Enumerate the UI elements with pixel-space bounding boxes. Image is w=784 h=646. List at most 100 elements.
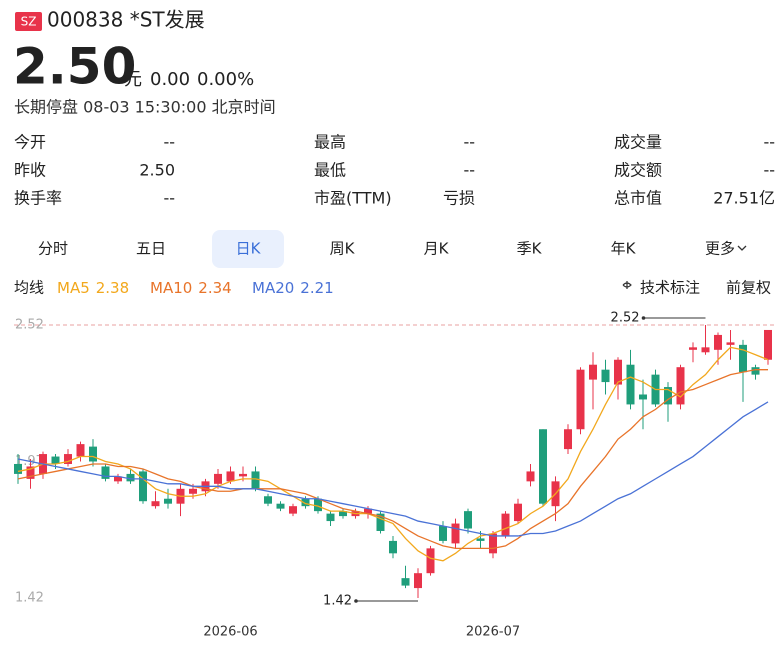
market: SZ	[21, 15, 37, 29]
candle-body	[689, 347, 697, 350]
stat-value: --	[763, 133, 775, 152]
stat-label: 总市值	[614, 189, 662, 208]
tab[interactable]: 年K	[611, 240, 637, 258]
stat-value: --	[163, 133, 175, 152]
candle-body	[676, 367, 685, 405]
legend-name: MA20	[252, 279, 294, 297]
candle-body	[401, 578, 410, 586]
stat-label: 成交额	[614, 161, 662, 180]
candle-body	[439, 526, 447, 541]
tabs: 分时 五日 日K 周K 月K 季K 年K 更多	[38, 230, 747, 268]
stat-value: --	[763, 161, 775, 180]
candle-body	[451, 523, 460, 544]
stat-value: --	[463, 133, 475, 152]
candle-body	[739, 344, 747, 373]
tab[interactable]: 日K	[236, 240, 262, 258]
candle-body	[301, 498, 310, 507]
tool[interactable]: 技术标注	[640, 279, 700, 297]
legend-item: MA20 2.21	[252, 279, 334, 297]
x-tick-label: 2026-06	[203, 625, 257, 640]
candle-body	[251, 471, 260, 489]
candle-body	[114, 476, 122, 482]
candle-body	[226, 471, 235, 482]
candle-body	[764, 329, 772, 360]
tag-icon	[622, 281, 632, 289]
active-tab-bg	[212, 230, 284, 268]
candle-body	[214, 473, 222, 484]
annotation: 1.42	[323, 594, 352, 609]
stat-value: --	[163, 189, 175, 208]
stat-label: 最低	[314, 161, 346, 180]
price-unit: 元	[124, 69, 142, 90]
legend-value: 2.34	[198, 279, 231, 297]
y-tick-label: 2.52	[15, 318, 44, 333]
legend-value: 2.21	[300, 279, 333, 297]
x-tick-label: 2026-07	[466, 625, 520, 640]
candle-body	[426, 548, 435, 574]
tab[interactable]: 周K	[330, 240, 356, 258]
candle-body	[76, 444, 85, 457]
legend-item: MA10 2.34	[150, 279, 232, 297]
stat-label: 市盈(TTM)	[314, 189, 392, 208]
stats: 今开 -- 最高 -- 成交量 -- 昨收 2.50 最低 -- 成交额 -- 换手率 -- 市盈(TTM)…	[14, 133, 775, 208]
annotation: 2.52	[611, 311, 640, 326]
market-badge	[15, 12, 42, 31]
legend: MA5 2.38 MA10 2.34 MA20 2.21	[57, 279, 334, 297]
stat-value: 2.50	[139, 161, 175, 180]
legend-name: MA5	[57, 279, 90, 297]
candle-body	[314, 498, 322, 512]
y-tick-label: 1.42	[15, 591, 44, 606]
tool[interactable]: 前复权	[726, 279, 771, 297]
candle-body	[514, 503, 522, 522]
legend-value: 2.38	[96, 279, 129, 297]
ma-line	[17, 369, 768, 550]
ma-line	[17, 401, 769, 537]
candle-body	[189, 488, 197, 494]
candle-body	[89, 446, 97, 462]
change-pct: 0.00%	[197, 69, 254, 90]
stat-label: 最高	[314, 133, 346, 152]
candle-body	[539, 429, 547, 504]
candle-body	[326, 513, 335, 522]
candle-body	[376, 513, 385, 531]
candle-body	[414, 573, 422, 589]
candle-body	[389, 540, 397, 554]
tab[interactable]: 月K	[424, 240, 450, 258]
candle-body	[601, 369, 610, 383]
candle-body	[239, 473, 247, 477]
tab[interactable]: 五日	[136, 240, 166, 258]
stat-label: 昨收	[14, 161, 46, 180]
candle-body	[101, 466, 110, 479]
tab[interactable]: 季K	[517, 240, 543, 258]
candle-body	[714, 334, 722, 350]
candle-body	[151, 501, 160, 507]
tab[interactable]: 更多	[705, 240, 735, 258]
candle-body	[626, 364, 635, 405]
candle-body	[564, 429, 572, 450]
candle-body	[64, 454, 72, 464]
candle-body	[664, 387, 672, 405]
candle-body	[639, 394, 647, 400]
indicator-label: 均线	[14, 279, 44, 297]
candle-body	[751, 367, 760, 375]
candle-body	[464, 511, 472, 529]
candle-body	[264, 496, 272, 504]
candle-body	[289, 506, 297, 514]
candle-body	[726, 342, 735, 345]
stat-label: 今开	[14, 133, 46, 152]
stock-name: 000838 *ST发展	[47, 8, 205, 32]
candle-body	[126, 473, 135, 482]
candle-body	[339, 511, 347, 517]
annotation-dot	[354, 599, 358, 603]
candle-body	[364, 508, 372, 514]
status: 长期停盘 08-03 15:30:00 北京时间	[14, 98, 276, 117]
candle-body	[614, 359, 622, 385]
stat-value: --	[463, 161, 475, 180]
candle-body	[26, 466, 35, 479]
stat-label: 换手率	[14, 189, 62, 208]
tab[interactable]: 分时	[38, 240, 68, 258]
candle-body	[489, 533, 497, 554]
candle-body	[51, 456, 60, 464]
candle-body	[476, 538, 485, 541]
